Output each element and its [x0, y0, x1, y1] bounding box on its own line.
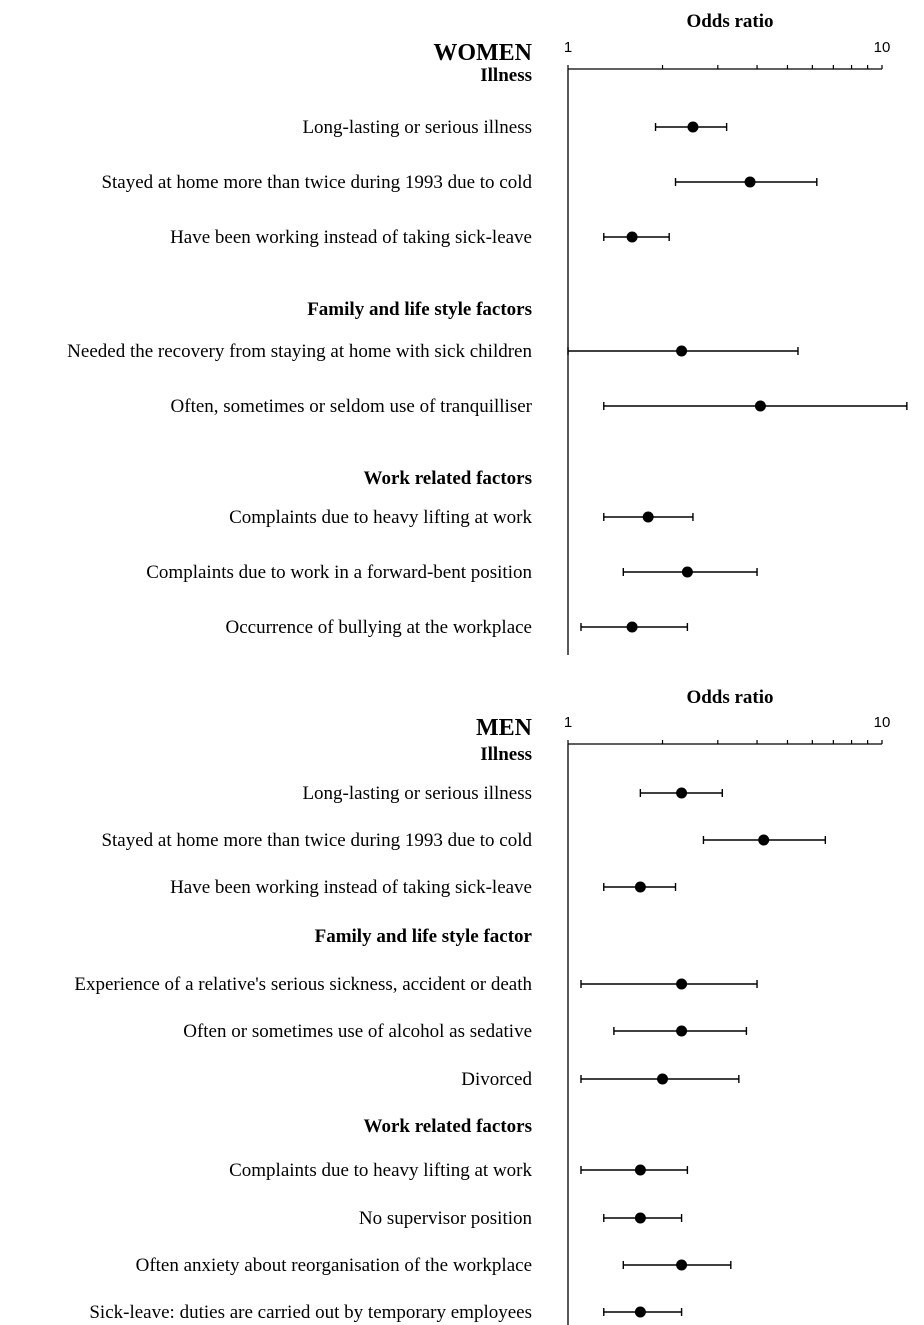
group-heading: Work related factors — [364, 1116, 533, 1137]
odds-ratio-point — [744, 176, 756, 188]
odds-ratio-point — [676, 1259, 688, 1271]
row-label: Have been working instead of taking sick… — [170, 227, 532, 248]
row-label: Have been working instead of taking sick… — [170, 877, 532, 898]
row-label: Long-lasting or serious illness — [302, 783, 532, 804]
row-label: Complaints due to heavy lifting at work — [229, 507, 532, 528]
odds-ratio-point — [681, 566, 693, 578]
odds-ratio-point — [676, 787, 688, 799]
row-label: Occurrence of bullying at the workplace — [225, 617, 532, 638]
odds-ratio-point — [634, 1212, 646, 1224]
axis-title: Odds ratio — [686, 11, 773, 32]
row-label: Stayed at home more than twice during 19… — [101, 172, 532, 193]
row-label: No supervisor position — [359, 1208, 533, 1229]
tick-label-10: 10 — [874, 39, 891, 56]
tick-label-1: 1 — [564, 714, 572, 731]
odds-ratio-point — [657, 1073, 669, 1085]
row-label: Complaints due to work in a forward-bent… — [146, 562, 532, 583]
odds-ratio-point — [634, 1306, 646, 1318]
group-heading: Work related factors — [364, 468, 533, 489]
odds-ratio-point — [758, 834, 770, 846]
panel-title: MEN — [476, 715, 533, 741]
group-heading: Illness — [480, 65, 532, 86]
odds-ratio-point — [754, 400, 766, 412]
group-heading: Illness — [480, 744, 532, 765]
odds-ratio-point — [687, 121, 699, 133]
row-label: Sick-leave: duties are carried out by te… — [89, 1302, 532, 1323]
odds-ratio-point — [676, 978, 688, 990]
odds-ratio-point — [676, 345, 688, 357]
row-label: Often or sometimes use of alcohol as sed… — [183, 1021, 532, 1042]
odds-ratio-point — [634, 881, 646, 893]
group-heading: Family and life style factors — [307, 299, 532, 320]
tick-label-1: 1 — [564, 39, 572, 56]
row-label: Often anxiety about reorganisation of th… — [136, 1255, 532, 1276]
forest-panel-men: Odds ratio MEN 1 10 Illness Long-lasting or s… — [74, 687, 890, 1325]
group-heading: Family and life style factor — [315, 926, 533, 947]
panel-title: WOMEN — [433, 40, 532, 66]
odds-ratio-point — [676, 1025, 688, 1037]
odds-ratio-point — [642, 511, 654, 523]
tick-label-10: 10 — [874, 714, 891, 731]
row-label: Experience of a relative's serious sickn… — [74, 974, 532, 995]
row-label: Often, sometimes or seldom use of tranqu… — [171, 396, 533, 417]
odds-ratio-point — [626, 231, 638, 243]
odds-ratio-point — [634, 1164, 646, 1176]
row-label: Divorced — [461, 1069, 532, 1090]
row-label: Needed the recovery from staying at home… — [67, 341, 532, 362]
axis-title: Odds ratio — [686, 687, 773, 708]
odds-ratio-point — [626, 621, 638, 633]
forest-panel-women: Odds ratio WOMEN 1 10 Illness Long-lasting or… — [67, 11, 908, 655]
row-label: Stayed at home more than twice during 19… — [101, 830, 532, 851]
row-label: Long-lasting or serious illness — [302, 117, 532, 138]
row-label: Complaints due to heavy lifting at work — [229, 1160, 532, 1181]
